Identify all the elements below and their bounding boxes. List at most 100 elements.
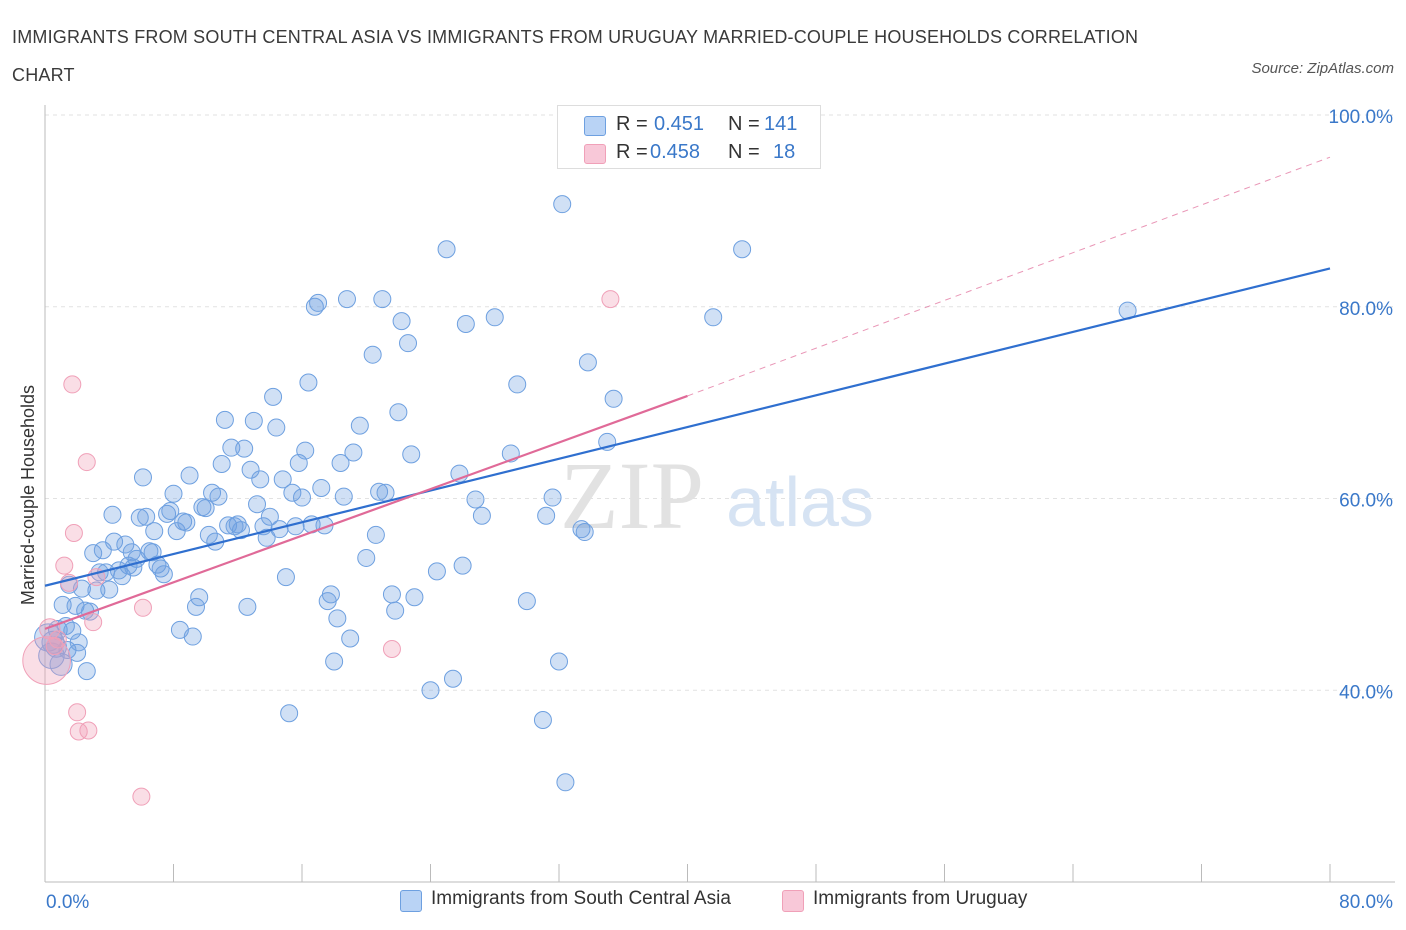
bottom-legend-label: Immigrants from Uruguay [813, 888, 1028, 909]
scatter-point-south-central-asia [389, 403, 408, 422]
scatter-point-south-central-asia [276, 568, 295, 587]
scatter-point-south-central-asia [293, 488, 311, 507]
scatter-point-south-central-asia [373, 290, 392, 309]
scatter-point-south-central-asia [130, 508, 149, 527]
axes [44, 105, 1395, 883]
scatter-point-south-central-asia [325, 652, 344, 671]
scatter-point-south-central-asia [553, 195, 572, 214]
scatter-point-south-central-asia [456, 315, 475, 334]
scatter-point-south-central-asia [69, 633, 88, 652]
scatter-point-south-central-asia [164, 484, 183, 503]
y-tick-label: 80.0% [1339, 299, 1393, 320]
watermark-atlas: atlas [726, 463, 874, 541]
scatter-point-south-central-asia [485, 308, 504, 327]
tick-labels: 100.0% 80.0% 60.0% 40.0% 0.0% 80.0% [46, 107, 1393, 913]
scatter-point-south-central-asia [248, 495, 267, 514]
scatter-point-south-central-asia [321, 585, 340, 604]
scatter-point-south-central-asia [244, 411, 263, 430]
scatter-point-south-central-asia [556, 773, 575, 792]
scatter-point-uruguay [63, 375, 82, 394]
scatter-point-south-central-asia [337, 290, 356, 309]
scatter-point-south-central-asia [427, 562, 446, 581]
scatter-point-south-central-asia [550, 652, 568, 671]
legend-swatch-blue [584, 116, 606, 136]
scatter-point-south-central-asia [296, 441, 315, 460]
scatter-point-south-central-asia [137, 507, 156, 526]
scatter-point-south-central-asia [267, 418, 286, 437]
scatter-point-south-central-asia [264, 387, 283, 406]
scatter-point-south-central-asia [257, 528, 276, 547]
scatter-point-uruguay [132, 787, 151, 806]
scatter-point-south-central-asia [260, 507, 279, 526]
scatter-point-south-central-asia [405, 588, 424, 607]
bottom-legend-swatch-pink [782, 890, 804, 912]
scatter-point-uruguay [48, 630, 67, 649]
scatter-point-south-central-asia [238, 597, 257, 616]
scatter-point-south-central-asia [241, 460, 260, 479]
scatter-point-south-central-asia [533, 710, 552, 729]
scatter-point-south-central-asia [517, 592, 536, 611]
scatter-point-south-central-asia [235, 439, 254, 458]
scatter-point-south-central-asia [116, 535, 135, 554]
scatter-point-south-central-asia [331, 454, 350, 473]
watermark-zip: ZIP [560, 442, 704, 549]
scatter-point-south-central-asia [376, 483, 395, 502]
scatter-point-south-central-asia [53, 595, 72, 614]
scatter-point-south-central-asia [508, 375, 527, 394]
scatter-point-south-central-asia [87, 581, 106, 600]
scatter-point-uruguay [77, 453, 96, 472]
scatter-point-south-central-asia [186, 597, 205, 616]
scatter-point-south-central-asia [212, 454, 231, 473]
scatter-point-south-central-asia [366, 525, 385, 544]
scatter-point-south-central-asia [578, 353, 597, 372]
scatter-point-south-central-asia [158, 504, 177, 523]
y-tick-label: 40.0% [1339, 682, 1393, 703]
legend-n-label: N = [728, 141, 760, 163]
scatter-point-south-central-asia [341, 629, 360, 648]
trend-lines [44, 156, 1331, 630]
legend-n-value: 141 [764, 113, 798, 135]
scatter-point-south-central-asia [312, 478, 331, 497]
scatter-point-uruguay [133, 598, 152, 617]
scatter-point-south-central-asia [402, 445, 421, 464]
scatter-point-south-central-asia [133, 468, 152, 487]
scatter-point-south-central-asia [151, 559, 170, 578]
scatter-point-south-central-asia [572, 520, 591, 539]
scatter-point-uruguay [55, 556, 74, 575]
scatter-point-south-central-asia [370, 482, 389, 501]
y-tick-label: 100.0% [1329, 107, 1394, 128]
scatter-point-south-central-asia [543, 488, 562, 507]
scatter-point-uruguay [601, 290, 620, 309]
scatter-point-south-central-asia [100, 580, 119, 599]
scatter-point-south-central-asia [453, 556, 472, 575]
scatter-point-south-central-asia [154, 565, 173, 584]
scatter-point-south-central-asia [472, 506, 491, 525]
scatter-point-south-central-asia [77, 662, 96, 681]
scatter-point-south-central-asia [309, 293, 328, 312]
legend-n-label: N = [728, 113, 760, 135]
scatter-point-uruguay [69, 722, 88, 741]
scatter-point-south-central-asia [145, 522, 164, 541]
y-tick-label: 60.0% [1339, 491, 1393, 512]
scatter-point-south-central-asia [103, 505, 122, 524]
scatter-point-south-central-asia [443, 669, 462, 688]
scatter-point-south-central-asia [392, 312, 411, 331]
scatter-point-uruguay [64, 524, 83, 543]
scatter-point-south-central-asia [196, 499, 215, 518]
scatter-point-south-central-asia [222, 438, 241, 457]
scatter-point-south-central-asia [231, 521, 250, 540]
bottom-legend-label: Immigrants from South Central Asia [431, 888, 731, 909]
scatter-point-south-central-asia [209, 487, 228, 506]
scatter-point-uruguay [79, 721, 98, 740]
scatter-point-uruguay [382, 640, 401, 659]
y-axis-label: Married-couple Households [18, 385, 38, 605]
scatter-point-south-central-asia [228, 515, 247, 534]
scatter-point-south-central-asia [421, 681, 440, 700]
scatter-point-uruguay [22, 636, 71, 685]
scatter-point-south-central-asia [386, 601, 405, 620]
source-credit: Source: ZipAtlas.com [1251, 60, 1394, 77]
scatter-point-south-central-asia [363, 345, 382, 364]
scatter-point-uruguay [84, 613, 103, 632]
x-tick-label: 80.0% [1339, 892, 1393, 913]
